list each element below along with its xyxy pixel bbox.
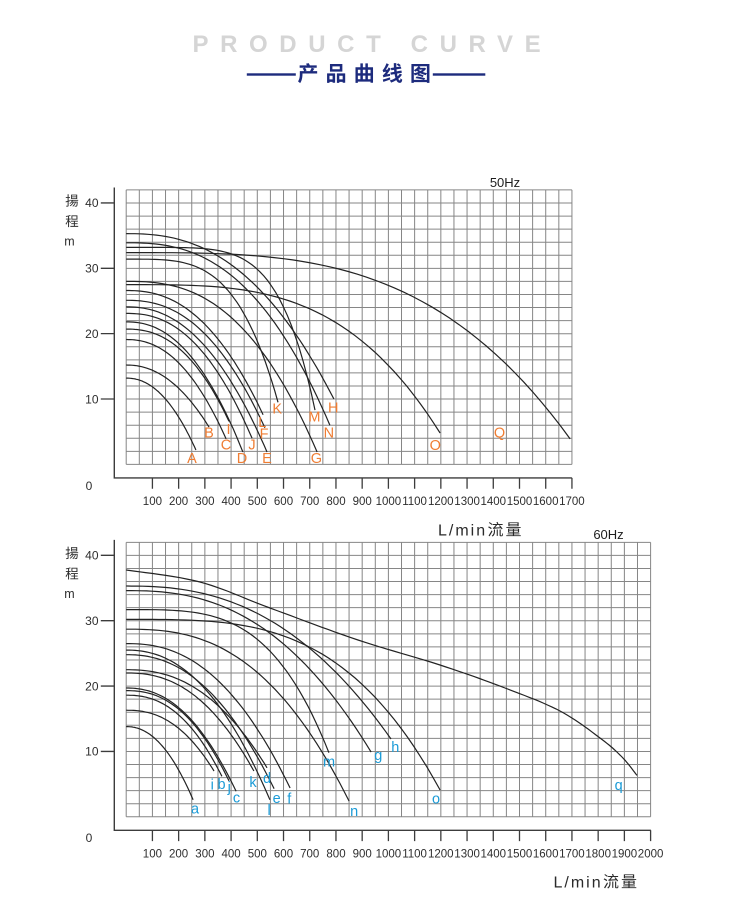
svg-text:l: l bbox=[267, 803, 270, 819]
svg-text:D: D bbox=[237, 451, 247, 467]
svg-text:e: e bbox=[273, 791, 281, 807]
svg-text:900: 900 bbox=[353, 496, 372, 508]
svg-text:60Hz: 60Hz bbox=[593, 527, 623, 542]
svg-text:E: E bbox=[262, 451, 272, 467]
svg-text:L/min: L/min bbox=[554, 874, 603, 891]
svg-text:300: 300 bbox=[195, 848, 214, 860]
svg-text:1500: 1500 bbox=[507, 848, 533, 860]
svg-text:200: 200 bbox=[169, 496, 188, 508]
svg-text:c: c bbox=[233, 791, 240, 807]
svg-text:10: 10 bbox=[85, 745, 99, 759]
svg-text:700: 700 bbox=[300, 848, 319, 860]
svg-text:1100: 1100 bbox=[402, 496, 427, 508]
svg-text:40: 40 bbox=[85, 549, 99, 563]
svg-text:a: a bbox=[191, 802, 200, 818]
svg-text:30: 30 bbox=[85, 614, 99, 628]
svg-text:g: g bbox=[374, 748, 382, 764]
svg-text:0: 0 bbox=[86, 479, 93, 493]
svg-text:100: 100 bbox=[143, 496, 162, 508]
svg-text:f: f bbox=[287, 792, 292, 808]
svg-text:m: m bbox=[64, 235, 74, 249]
svg-text:b: b bbox=[218, 777, 226, 793]
svg-text:L/min: L/min bbox=[438, 522, 487, 539]
svg-text:q: q bbox=[615, 778, 623, 794]
svg-text:Q: Q bbox=[494, 425, 505, 441]
svg-text:L: L bbox=[258, 415, 266, 431]
svg-text:800: 800 bbox=[326, 496, 345, 508]
svg-text:1200: 1200 bbox=[428, 848, 454, 860]
svg-text:H: H bbox=[328, 400, 338, 416]
svg-text:k: k bbox=[249, 775, 257, 791]
svg-text:800: 800 bbox=[326, 848, 345, 860]
svg-text:1000: 1000 bbox=[376, 848, 402, 860]
svg-text:1700: 1700 bbox=[559, 848, 585, 860]
svg-text:2000: 2000 bbox=[638, 848, 664, 860]
svg-text:d: d bbox=[263, 771, 271, 787]
svg-text:1000: 1000 bbox=[376, 496, 402, 508]
svg-text:F: F bbox=[260, 427, 269, 443]
svg-text:400: 400 bbox=[222, 848, 241, 860]
svg-text:400: 400 bbox=[222, 496, 241, 508]
svg-text:1700: 1700 bbox=[559, 496, 585, 508]
svg-text:1900: 1900 bbox=[612, 848, 638, 860]
svg-text:500: 500 bbox=[248, 848, 267, 860]
svg-text:900: 900 bbox=[353, 848, 372, 860]
svg-text:1300: 1300 bbox=[454, 848, 480, 860]
svg-text:300: 300 bbox=[195, 496, 214, 508]
svg-text:50Hz: 50Hz bbox=[490, 175, 520, 190]
svg-text:C: C bbox=[221, 438, 231, 454]
svg-text:M: M bbox=[308, 409, 320, 425]
svg-text:500: 500 bbox=[248, 496, 267, 508]
svg-text:N: N bbox=[324, 425, 334, 441]
svg-text:1400: 1400 bbox=[481, 848, 507, 860]
svg-text:1600: 1600 bbox=[533, 848, 559, 860]
svg-text:1600: 1600 bbox=[533, 496, 559, 508]
svg-text:J: J bbox=[248, 438, 255, 454]
svg-text:1800: 1800 bbox=[585, 848, 611, 860]
svg-text:30: 30 bbox=[85, 262, 99, 276]
svg-text:200: 200 bbox=[169, 848, 188, 860]
svg-text:o: o bbox=[432, 792, 440, 808]
svg-text:1200: 1200 bbox=[428, 496, 454, 508]
svg-text:20: 20 bbox=[85, 327, 99, 341]
svg-text:100: 100 bbox=[143, 848, 162, 860]
svg-text:PRODUCT CURVE: PRODUCT CURVE bbox=[193, 31, 553, 58]
svg-text:20: 20 bbox=[85, 679, 99, 693]
svg-text:h: h bbox=[391, 740, 399, 756]
svg-text:0: 0 bbox=[86, 831, 93, 845]
svg-text:n: n bbox=[350, 804, 358, 820]
svg-text:10: 10 bbox=[85, 392, 99, 406]
svg-text:i: i bbox=[211, 777, 214, 793]
svg-text:K: K bbox=[272, 401, 282, 417]
svg-text:B: B bbox=[204, 426, 214, 442]
svg-text:I: I bbox=[226, 422, 230, 438]
svg-text:1500: 1500 bbox=[507, 496, 533, 508]
svg-text:O: O bbox=[430, 438, 441, 454]
svg-text:1300: 1300 bbox=[454, 496, 480, 508]
svg-text:700: 700 bbox=[300, 496, 319, 508]
svg-text:m: m bbox=[323, 755, 335, 771]
svg-text:A: A bbox=[187, 451, 197, 467]
svg-text:1400: 1400 bbox=[481, 496, 507, 508]
svg-text:j: j bbox=[227, 780, 231, 796]
svg-text:1100: 1100 bbox=[402, 848, 427, 860]
svg-text:40: 40 bbox=[85, 196, 99, 210]
svg-text:G: G bbox=[311, 451, 322, 467]
svg-text:m: m bbox=[64, 587, 74, 601]
svg-text:600: 600 bbox=[274, 848, 293, 860]
svg-text:600: 600 bbox=[274, 496, 293, 508]
